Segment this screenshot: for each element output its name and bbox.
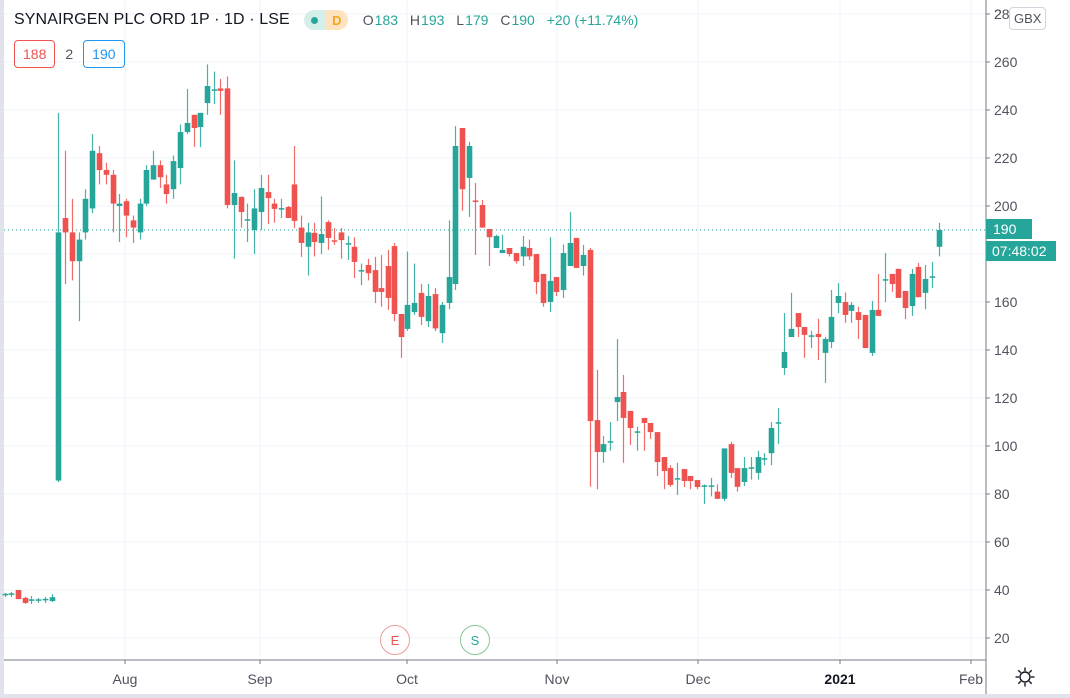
open-value: 183 xyxy=(374,12,399,28)
bar-countdown-label: 07:48:02 xyxy=(986,241,1056,261)
svg-text:Feb: Feb xyxy=(959,671,983,687)
bid-ask-panel: 188 2 190 xyxy=(14,40,125,68)
svg-text:60: 60 xyxy=(994,534,1010,550)
chart-container[interactable] xyxy=(4,0,1070,694)
svg-text:240: 240 xyxy=(994,102,1018,118)
svg-text:40: 40 xyxy=(994,582,1010,598)
svg-text:220: 220 xyxy=(994,150,1018,166)
currency-label[interactable]: GBX xyxy=(1009,7,1047,30)
svg-text:20: 20 xyxy=(994,630,1010,646)
svg-text:140: 140 xyxy=(994,342,1018,358)
symbol-title[interactable]: SYNAIRGEN PLC ORD 1P · 1D · LSE xyxy=(14,11,290,28)
chart-legend: SYNAIRGEN PLC ORD 1P · 1D · LSE D O183 H… xyxy=(14,9,646,31)
high-label: H xyxy=(409,12,421,28)
split-event-marker[interactable]: S xyxy=(460,625,490,655)
change-value: +20 (+11.74%) xyxy=(546,12,639,28)
spread-value: 2 xyxy=(65,46,74,62)
high-value: 193 xyxy=(421,12,445,28)
buy-ask-button[interactable]: 190 xyxy=(83,40,125,68)
close-label: C xyxy=(500,12,511,28)
market-open-dot-icon xyxy=(303,10,326,30)
svg-text:Aug: Aug xyxy=(113,671,138,687)
svg-text:Nov: Nov xyxy=(545,671,570,687)
ohlc-values: O183 H193 L179 C190 +20 (+11.74%) xyxy=(363,12,647,28)
last-price-label: 190 xyxy=(986,219,1032,239)
low-label: L xyxy=(456,12,465,28)
svg-text:200: 200 xyxy=(994,198,1018,214)
low-value: 179 xyxy=(465,12,489,28)
svg-text:Oct: Oct xyxy=(396,671,418,687)
earnings-event-marker[interactable]: E xyxy=(380,625,410,655)
svg-text:2021: 2021 xyxy=(824,671,855,687)
svg-text:Sep: Sep xyxy=(248,671,273,687)
candles xyxy=(2,64,943,604)
open-label: O xyxy=(362,12,374,28)
market-status-pill[interactable]: D xyxy=(303,10,348,30)
svg-text:160: 160 xyxy=(994,294,1018,310)
svg-text:80: 80 xyxy=(994,486,1010,502)
close-value: 190 xyxy=(511,12,535,28)
svg-text:260: 260 xyxy=(994,54,1018,70)
svg-text:2: 2 xyxy=(994,6,1002,22)
delayed-data-badge: D xyxy=(325,10,348,30)
gear-icon[interactable] xyxy=(1014,666,1036,688)
svg-text:Dec: Dec xyxy=(686,671,711,687)
sell-bid-button[interactable]: 188 xyxy=(14,40,56,68)
svg-text:100: 100 xyxy=(994,438,1018,454)
svg-text:120: 120 xyxy=(994,390,1018,406)
